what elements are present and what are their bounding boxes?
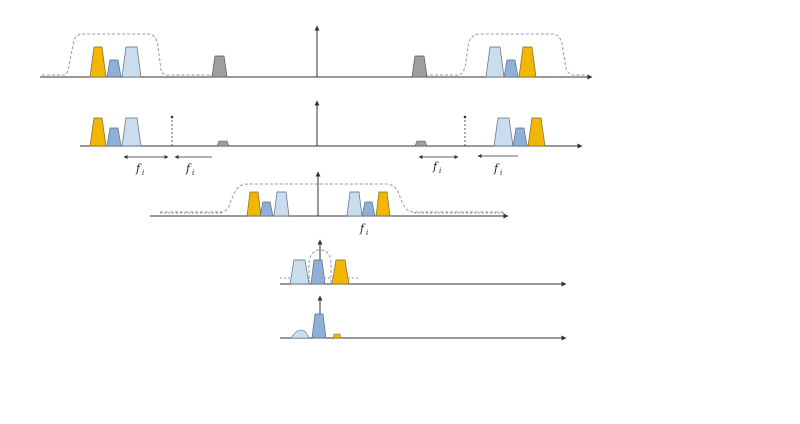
filter-envelope-baseband [308, 249, 332, 283]
spectrum-row-1 [40, 25, 593, 80]
channel-block-light-blue [121, 46, 142, 78]
channel-block-orange [246, 191, 262, 217]
channel-block-orange-attenuated [332, 333, 342, 339]
channel-block-gray [414, 140, 428, 147]
freq-subscript: i [192, 169, 194, 177]
channel-block-mid-blue [310, 259, 326, 285]
channel-block-orange [89, 117, 107, 147]
freq-label: f [135, 162, 142, 175]
channel-block-mid-blue [106, 59, 122, 78]
filter-envelope-center [160, 183, 505, 213]
filter-envelope-left [42, 33, 215, 76]
channel-block-light-blue-attenuated [290, 329, 310, 339]
freq-subscript: i [142, 169, 144, 177]
channel-block-light-blue [493, 117, 514, 147]
channel-block-gray [216, 140, 230, 147]
spectrum-row-3: f i [150, 171, 509, 237]
channel-block-light-blue [346, 191, 363, 217]
freq-subscript: i [500, 169, 502, 177]
freq-subscript: i [439, 167, 441, 175]
channel-block-mid-blue [503, 59, 519, 78]
filter-envelope-right [420, 33, 588, 76]
channel-block-mid-blue [259, 201, 274, 217]
lo-tone-tip [463, 115, 467, 119]
freq-label: f [493, 162, 500, 175]
freq-label: f [359, 222, 366, 235]
channel-block-mid-blue [311, 313, 327, 339]
channel-block-light-blue [273, 191, 290, 217]
channel-block-light-blue [121, 117, 142, 147]
spectrum-row-5 [280, 295, 567, 341]
channel-block-mid-blue [512, 127, 528, 147]
channel-block-gray [211, 55, 228, 78]
channel-block-orange [331, 259, 350, 285]
channel-block-mid-blue [361, 201, 376, 217]
freq-subscript: i [366, 229, 368, 237]
lo-tone-tip [170, 115, 174, 119]
channel-block-light-blue [485, 46, 505, 78]
channel-block-gray [411, 55, 428, 78]
channel-block-orange [518, 46, 537, 78]
channel-block-light-blue [289, 259, 310, 285]
spectrum-row-2: f i f i f i f i [80, 100, 583, 177]
spectrum-row-4 [280, 239, 567, 287]
freq-label: f [185, 162, 192, 175]
channel-block-orange [527, 117, 546, 147]
channel-block-mid-blue [106, 127, 122, 147]
channel-block-orange [89, 46, 107, 78]
freq-label: f [432, 160, 439, 173]
channel-block-orange [375, 191, 391, 217]
